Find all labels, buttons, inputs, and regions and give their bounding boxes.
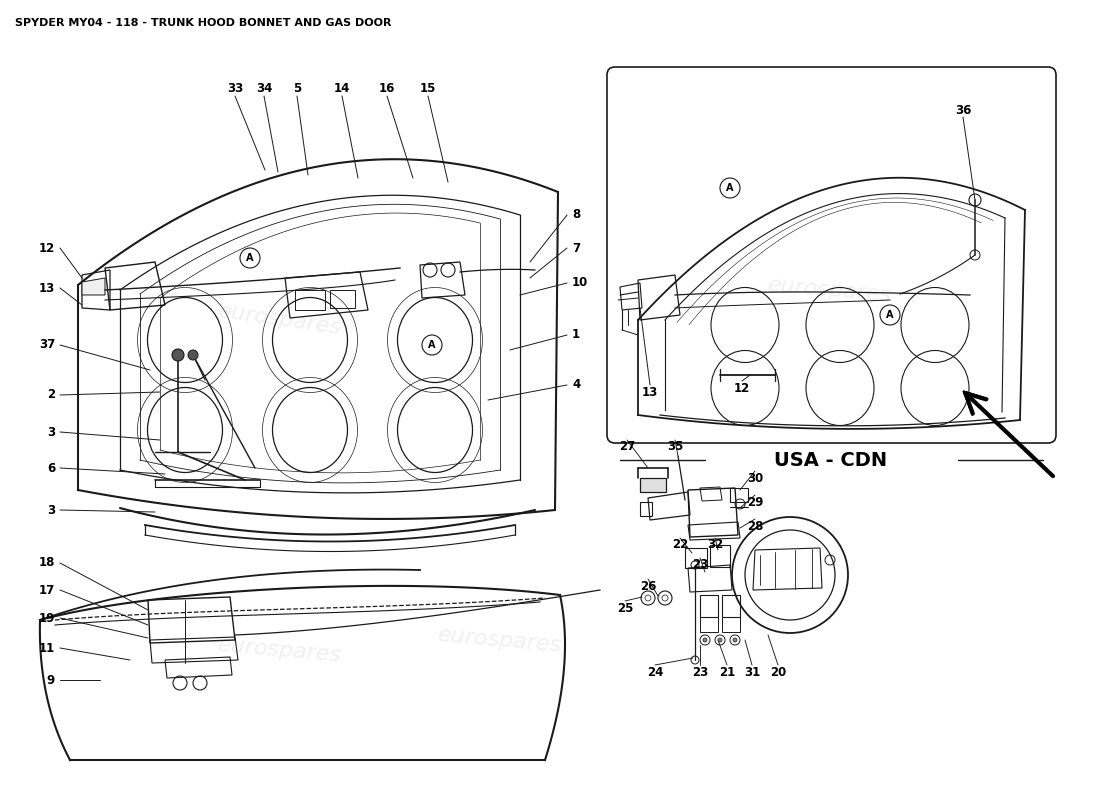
Text: 29: 29 [747,495,763,509]
Circle shape [718,638,722,642]
Text: 19: 19 [39,611,55,625]
Text: 15: 15 [420,82,437,94]
Text: 24: 24 [647,666,663,678]
Circle shape [172,349,184,361]
Text: 17: 17 [39,583,55,597]
Bar [722,617,740,632]
Text: 2: 2 [47,389,55,402]
Text: A: A [887,310,893,320]
Text: 36: 36 [955,103,971,117]
Text: 10: 10 [572,277,588,290]
Bar [640,478,666,492]
Text: eurospares: eurospares [767,274,893,306]
Text: 12: 12 [39,242,55,254]
Text: 13: 13 [642,386,658,399]
Text: 1: 1 [572,329,580,342]
Bar [700,617,718,632]
Text: 37: 37 [39,338,55,351]
Text: eurospares: eurospares [217,302,343,338]
Text: 21: 21 [719,666,735,678]
Text: 30: 30 [747,471,763,485]
Text: SPYDER MY04 - 118 - TRUNK HOOD BONNET AND GAS DOOR: SPYDER MY04 - 118 - TRUNK HOOD BONNET AN… [15,18,392,28]
Text: 3: 3 [47,426,55,438]
Text: eurospares: eurospares [217,634,343,666]
Circle shape [733,638,737,642]
Text: 8: 8 [572,209,581,222]
Text: 13: 13 [39,282,55,294]
Bar [295,290,324,310]
Text: A: A [246,253,254,263]
Text: eurospares: eurospares [437,625,563,655]
Text: USA - CDN: USA - CDN [774,450,888,470]
Bar [700,595,718,617]
Text: 3: 3 [47,503,55,517]
Text: 20: 20 [770,666,786,678]
Text: 6: 6 [46,462,55,474]
Text: 31: 31 [744,666,760,678]
Bar [685,548,707,568]
Text: 23: 23 [692,558,708,571]
Text: 28: 28 [747,519,763,533]
Text: 34: 34 [256,82,272,94]
Text: 12: 12 [734,382,750,394]
Text: 9: 9 [46,674,55,686]
Text: 7: 7 [572,242,580,254]
Text: 33: 33 [227,82,243,94]
Bar [730,488,748,502]
Text: 25: 25 [617,602,634,614]
Text: 4: 4 [572,378,581,391]
Text: 22: 22 [672,538,689,551]
Text: 35: 35 [667,441,683,454]
Text: 18: 18 [39,557,55,570]
Text: 11: 11 [39,642,55,654]
Text: 5: 5 [293,82,301,94]
Bar [710,545,730,567]
Text: 26: 26 [640,579,657,593]
Text: 16: 16 [378,82,395,94]
Circle shape [703,638,707,642]
Circle shape [188,350,198,360]
Bar [722,595,740,617]
Text: 32: 32 [707,538,723,551]
Bar [640,502,652,516]
Text: 23: 23 [692,666,708,678]
Polygon shape [82,278,104,295]
Text: A: A [428,340,436,350]
Bar [330,290,355,308]
Text: 27: 27 [619,441,635,454]
Text: 14: 14 [333,82,350,94]
Text: A: A [726,183,734,193]
